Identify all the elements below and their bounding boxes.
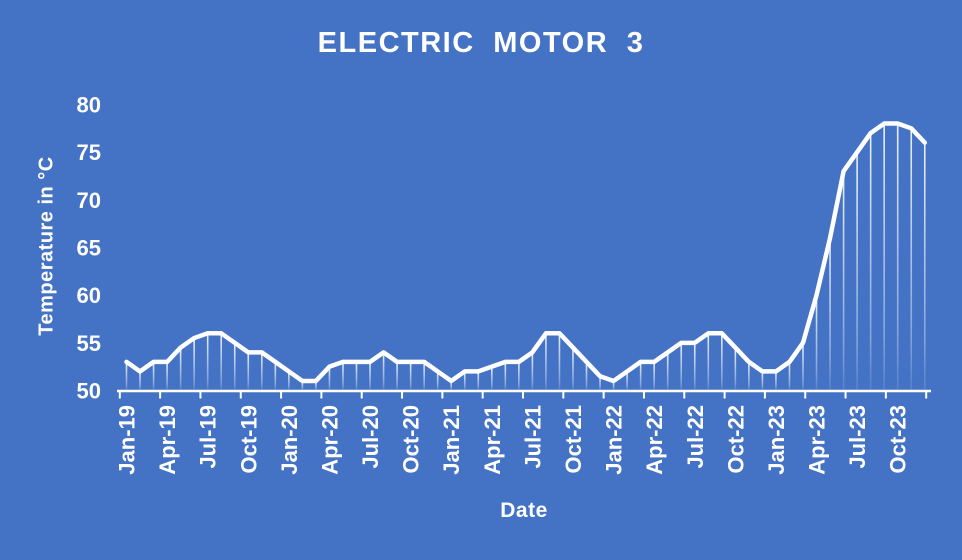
chart-title: ELECTRIC MOTOR 3	[317, 27, 645, 59]
y-tick-label: 70	[77, 188, 101, 213]
x-tick-label: Jan-22	[602, 405, 627, 475]
x-axis-title: Date	[500, 499, 548, 522]
x-tick-label: Oct-23	[886, 405, 911, 473]
x-tick-label: Jul-23	[845, 405, 870, 469]
y-axis-title: Temperature in °C	[35, 156, 58, 336]
y-tick-label: 50	[77, 379, 101, 404]
x-axis	[117, 389, 931, 399]
x-tick-label: Jul-21	[520, 405, 545, 469]
x-tick-label: Jul-19	[196, 405, 221, 469]
x-tick-label: Jul-20	[358, 405, 383, 469]
x-tick-label: Apr-20	[317, 405, 342, 475]
y-tick-label: 80	[77, 92, 101, 117]
y-tick-label: 60	[77, 283, 101, 308]
x-tick-label: Oct-22	[723, 405, 748, 473]
y-tick-label: 75	[77, 140, 101, 165]
x-tick-label: Jan-20	[277, 405, 302, 475]
x-tick-label: Oct-21	[561, 405, 586, 473]
y-tick-labels: 50 55 60 65 70 75 80	[77, 92, 101, 403]
x-tick-label: Jan-19	[115, 405, 140, 475]
x-tick-label: Apr-21	[480, 405, 505, 475]
x-tick-label: Jan-21	[439, 405, 464, 475]
x-tick-label: Oct-20	[399, 405, 424, 473]
y-tick-label: 65	[77, 235, 101, 260]
y-tick-label: 55	[77, 331, 101, 356]
x-tick-label: Apr-19	[155, 405, 180, 475]
x-tick-label: Jul-22	[683, 405, 708, 469]
x-tick-label: Jan-23	[764, 405, 789, 475]
x-tick-label: Apr-22	[642, 405, 667, 475]
x-tick-labels: Jan-19 Apr-19 Jul-19 Oct-19 Jan-20 Apr-20 Jul-…	[115, 405, 911, 475]
x-tick-label: Apr-23	[805, 405, 830, 475]
x-tick-label: Oct-19	[236, 405, 261, 473]
temperature-line	[124, 121, 928, 384]
drop-lines	[125, 125, 926, 390]
